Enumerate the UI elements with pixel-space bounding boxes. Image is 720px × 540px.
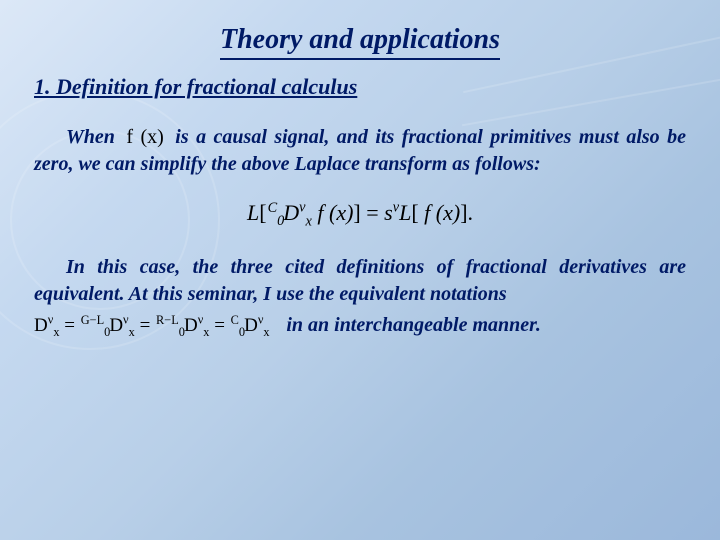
eq-fx-2: f (x) — [419, 200, 461, 225]
paragraph-1: When f (x) is a causal signal, and its f… — [34, 124, 686, 178]
section-heading: 1. Definition for fractional calculus — [34, 74, 686, 100]
slide-content: Theory and applications 1. Definition fo… — [0, 0, 720, 540]
para1-lead: When — [66, 126, 115, 148]
page-title: Theory and applications — [34, 24, 686, 60]
eq-bracket-open-2: [ — [411, 200, 418, 225]
math-fx-inline: f (x) — [122, 126, 167, 148]
page-title-text: Theory and applications — [220, 24, 500, 60]
para2-text: In this case, the three cited definition… — [34, 256, 686, 305]
eq-fx-1: f (x) — [312, 200, 354, 225]
eq-bracket-open-1: [ — [259, 200, 266, 225]
para2-tail: in an interchangeable manner. — [278, 314, 541, 336]
eq-L-right: L — [399, 200, 411, 225]
eq-presub-0: 0 — [277, 213, 284, 229]
eq-L-left: L — [247, 200, 259, 225]
paragraph-2: In this case, the three cited definition… — [34, 254, 686, 339]
equation-laplace: L[C0Dνx f (x)] = sνL[ f (x)]. — [34, 200, 686, 226]
eq-s: s — [384, 200, 393, 225]
notation-equivalence: Dνx = G−L0Dνx = R−L0Dνx = C0Dνx in an in… — [34, 312, 686, 339]
eq-bracket-close-1: ] — [353, 200, 360, 225]
eq-period: . — [468, 200, 474, 225]
eq-bracket-close-2: ] — [460, 200, 467, 225]
eq-equals: = — [361, 200, 384, 225]
eq-presup-C: C — [268, 200, 278, 216]
eq-D: D — [283, 200, 299, 225]
